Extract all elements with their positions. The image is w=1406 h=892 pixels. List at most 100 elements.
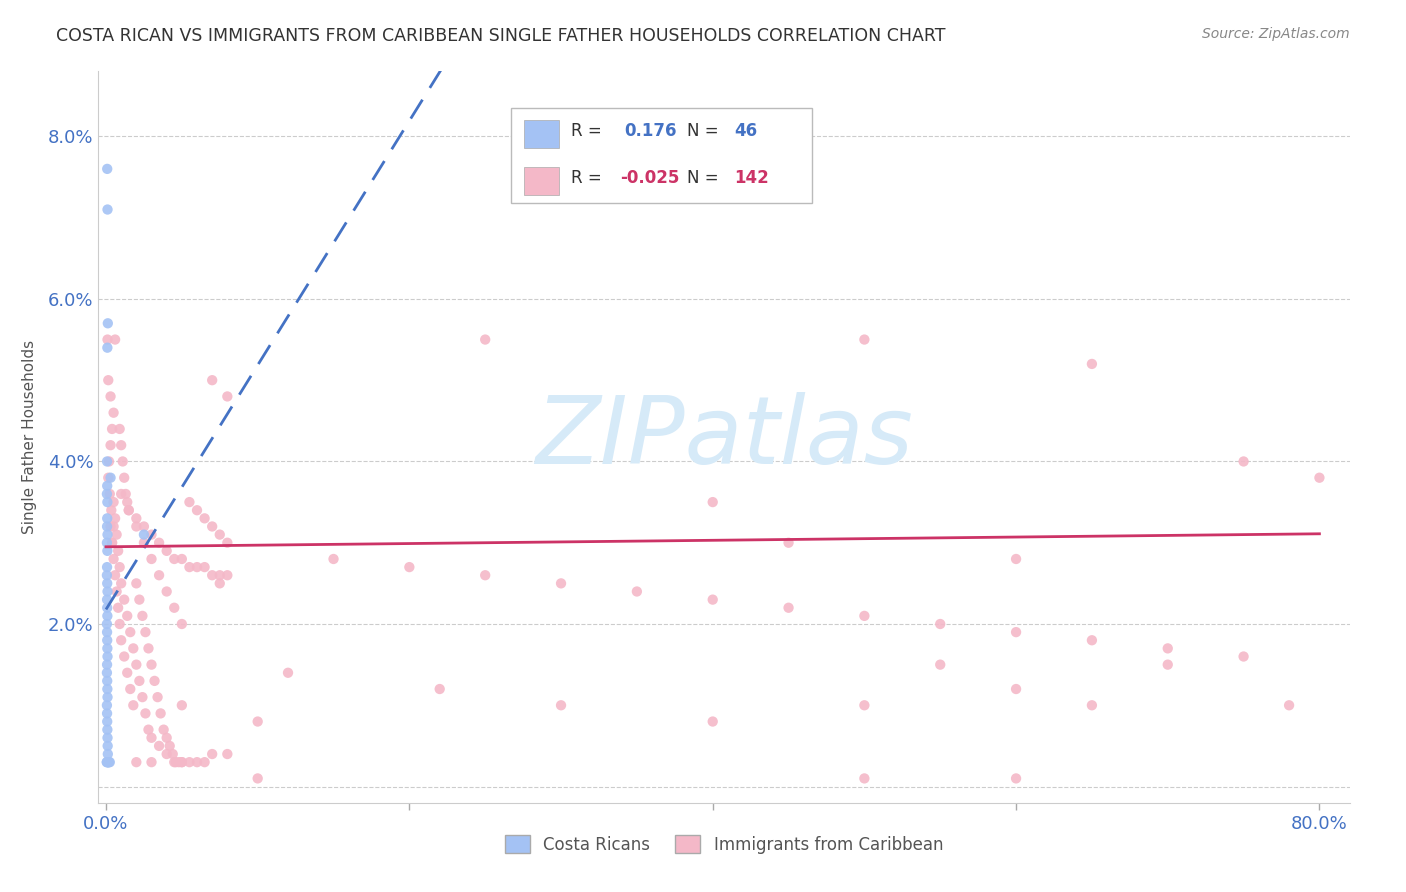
Point — [96, 608, 118, 623]
Point — [110, 633, 132, 648]
Point — [125, 576, 148, 591]
Point — [702, 714, 724, 729]
Point — [1081, 633, 1104, 648]
Point — [97, 747, 120, 761]
Point — [110, 576, 132, 591]
Text: 0.176: 0.176 — [624, 122, 676, 140]
Point — [156, 747, 179, 761]
Point — [277, 665, 299, 680]
Point — [98, 487, 121, 501]
Point — [1157, 657, 1180, 672]
Point — [143, 673, 166, 688]
Point — [1081, 357, 1104, 371]
Point — [96, 333, 118, 347]
Point — [96, 519, 118, 533]
Text: N =: N = — [686, 169, 724, 187]
Point — [246, 772, 269, 786]
Point — [201, 568, 224, 582]
Point — [132, 527, 155, 541]
Point — [97, 755, 120, 769]
Point — [1005, 772, 1028, 786]
Point — [125, 519, 148, 533]
Point — [98, 454, 121, 468]
Point — [96, 641, 118, 656]
Point — [778, 535, 800, 549]
Point — [322, 552, 344, 566]
Point — [134, 625, 156, 640]
Point — [96, 673, 118, 688]
Point — [550, 576, 572, 591]
Point — [125, 511, 148, 525]
Point — [853, 772, 876, 786]
Point — [118, 503, 141, 517]
Point — [1157, 641, 1180, 656]
Point — [1232, 649, 1254, 664]
Point — [96, 161, 118, 176]
Point — [474, 568, 496, 582]
Point — [159, 739, 181, 753]
Point — [100, 389, 122, 403]
Point — [96, 576, 118, 591]
Point — [112, 592, 135, 607]
Point — [148, 568, 170, 582]
Point — [128, 592, 150, 607]
Point — [115, 495, 138, 509]
Point — [1005, 625, 1028, 640]
Point — [96, 495, 118, 509]
Point — [208, 527, 231, 541]
Point — [104, 511, 127, 525]
Point — [148, 739, 170, 753]
Point — [115, 608, 138, 623]
Point — [163, 552, 186, 566]
Point — [97, 755, 120, 769]
Point — [103, 519, 125, 533]
Point — [141, 552, 163, 566]
Point — [132, 535, 155, 549]
Point — [128, 673, 150, 688]
Point — [96, 755, 118, 769]
Point — [138, 641, 160, 656]
Point — [201, 519, 224, 533]
Point — [114, 487, 136, 501]
Text: -0.025: -0.025 — [620, 169, 679, 187]
Bar — [524, 168, 560, 195]
Point — [96, 657, 118, 672]
Point — [105, 584, 128, 599]
Point — [110, 487, 132, 501]
Point — [107, 544, 129, 558]
Point — [98, 755, 121, 769]
Point — [194, 755, 217, 769]
Text: R =: R = — [571, 169, 607, 187]
Point — [246, 714, 269, 729]
Point — [96, 714, 118, 729]
Point — [170, 617, 193, 632]
Point — [108, 422, 131, 436]
Point — [97, 316, 120, 330]
Point — [96, 527, 118, 541]
Point — [217, 568, 239, 582]
Point — [626, 584, 648, 599]
Legend: Costa Ricans, Immigrants from Caribbean: Costa Ricans, Immigrants from Caribbean — [498, 829, 950, 860]
Point — [100, 503, 122, 517]
Point — [1278, 698, 1301, 713]
Point — [429, 681, 451, 696]
Point — [96, 202, 118, 217]
Point — [146, 690, 169, 705]
Text: 46: 46 — [734, 122, 758, 140]
Point — [118, 503, 141, 517]
Point — [96, 487, 118, 501]
Point — [148, 535, 170, 549]
Point — [96, 454, 118, 468]
Point — [149, 706, 172, 721]
Point — [141, 657, 163, 672]
Point — [96, 633, 118, 648]
Point — [1005, 681, 1028, 696]
Point — [122, 698, 145, 713]
Point — [120, 625, 142, 640]
Point — [96, 584, 118, 599]
Point — [103, 406, 125, 420]
Point — [138, 723, 160, 737]
Point — [110, 438, 132, 452]
Point — [131, 608, 153, 623]
Point — [186, 560, 208, 574]
